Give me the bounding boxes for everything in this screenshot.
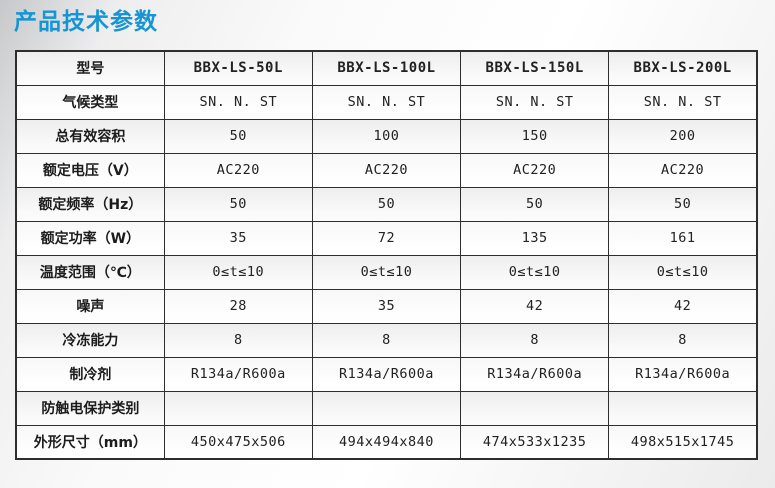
cell-value: 50 <box>163 186 313 222</box>
cell-value: 50 <box>311 186 462 222</box>
cell-value <box>460 390 610 426</box>
cell-value: AC220 <box>163 152 313 188</box>
cell-value: 135 <box>460 220 610 256</box>
spec-table: 型号 BBX-LS-50L BBX-LS-100L BBX-LS-150L BBX-LS… <box>15 50 758 460</box>
cell-value <box>311 390 462 426</box>
cell-value: BBX-LS-200L <box>608 50 758 86</box>
cell-value: 474x533x1235 <box>460 424 610 460</box>
row-label: 冷冻能力 <box>15 322 165 358</box>
cell-value: AC220 <box>311 152 462 188</box>
cell-value: BBX-LS-100L <box>311 50 462 86</box>
cell-value: AC220 <box>608 152 758 188</box>
cell-value: 0≤t≤10 <box>311 254 462 290</box>
cell-value: 150 <box>460 118 610 154</box>
cell-value: 498x515x1745 <box>608 424 758 460</box>
table-row: 额定频率（Hz） 50 50 50 50 <box>15 186 758 222</box>
cell-value: 35 <box>163 220 313 256</box>
cell-value: BBX-LS-150L <box>460 50 610 86</box>
cell-value: BBX-LS-50L <box>163 50 313 86</box>
cell-value: R134a/R600a <box>163 356 313 392</box>
row-label: 气候类型 <box>15 84 165 120</box>
row-label: 防触电保护类别 <box>15 390 165 426</box>
cell-value: 8 <box>311 322 462 358</box>
cell-value: SN. N. ST <box>608 84 758 120</box>
table-row: 温度范围（℃） 0≤t≤10 0≤t≤10 0≤t≤10 0≤t≤10 <box>15 254 758 290</box>
table-row: 冷冻能力 8 8 8 8 <box>15 322 758 358</box>
table-row: 额定功率（W） 35 72 135 161 <box>15 220 758 256</box>
cell-value: AC220 <box>460 152 610 188</box>
cell-value <box>608 390 758 426</box>
cell-value: 42 <box>608 288 758 324</box>
cell-value: 50 <box>608 186 758 222</box>
cell-value: 100 <box>311 118 462 154</box>
cell-value: 35 <box>311 288 462 324</box>
row-label: 总有效容积 <box>15 118 165 154</box>
row-label: 型号 <box>15 50 165 86</box>
cell-value: 0≤t≤10 <box>460 254 610 290</box>
table-row: 制冷剂 R134a/R600a R134a/R600a R134a/R600a R134… <box>15 356 758 392</box>
page-title: 产品技术参数 <box>14 9 158 35</box>
table-row: 噪声 28 35 42 42 <box>15 288 758 324</box>
cell-value: 28 <box>163 288 313 324</box>
table-row: 额定电压（V） AC220 AC220 AC220 AC220 <box>15 152 758 188</box>
cell-value: 200 <box>608 118 758 154</box>
table-row: 气候类型 SN. N. ST SN. N. ST SN. N. ST SN. N. ST <box>15 84 758 120</box>
cell-value: R134a/R600a <box>460 356 610 392</box>
cell-value: SN. N. ST <box>163 84 313 120</box>
cell-value: R134a/R600a <box>608 356 758 392</box>
cell-value: 8 <box>163 322 313 358</box>
cell-value: 494x494x840 <box>311 424 462 460</box>
row-label: 制冷剂 <box>15 356 165 392</box>
cell-value: 8 <box>608 322 758 358</box>
row-label: 额定电压（V） <box>15 152 165 188</box>
row-label: 外形尺寸（mm） <box>15 424 165 460</box>
cell-value: 8 <box>460 322 610 358</box>
cell-value: 0≤t≤10 <box>163 254 313 290</box>
table-row: 型号 BBX-LS-50L BBX-LS-100L BBX-LS-150L BBX-LS… <box>15 50 758 86</box>
cell-value: SN. N. ST <box>460 84 610 120</box>
table-row: 防触电保护类别 <box>15 390 758 426</box>
row-label: 额定功率（W） <box>15 220 165 256</box>
cell-value: 50 <box>163 118 313 154</box>
row-label: 温度范围（℃） <box>15 254 165 290</box>
table-row: 总有效容积 50 100 150 200 <box>15 118 758 154</box>
cell-value: R134a/R600a <box>311 356 462 392</box>
cell-value: 42 <box>460 288 610 324</box>
cell-value <box>163 390 313 426</box>
cell-value: SN. N. ST <box>311 84 462 120</box>
cell-value: 50 <box>460 186 610 222</box>
cell-value: 161 <box>608 220 758 256</box>
spec-table-body: 型号 BBX-LS-50L BBX-LS-100L BBX-LS-150L BBX-LS… <box>15 50 758 460</box>
table-row: 外形尺寸（mm） 450x475x506 494x494x840 474x533x12… <box>15 424 758 460</box>
cell-value: 72 <box>311 220 462 256</box>
row-label: 额定频率（Hz） <box>15 186 165 222</box>
row-label: 噪声 <box>15 288 165 324</box>
cell-value: 450x475x506 <box>163 424 313 460</box>
cell-value: 0≤t≤10 <box>608 254 758 290</box>
